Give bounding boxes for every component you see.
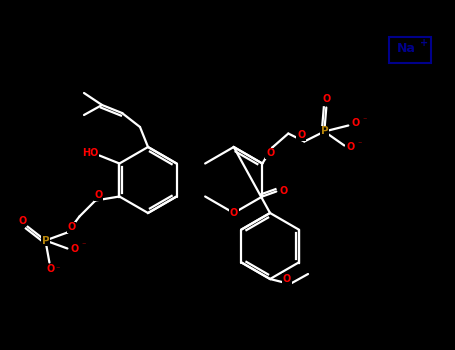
- Text: O: O: [279, 186, 288, 196]
- Text: O: O: [351, 119, 359, 128]
- Text: O: O: [230, 208, 238, 218]
- Text: P: P: [320, 126, 328, 136]
- Text: HO: HO: [82, 148, 99, 159]
- FancyBboxPatch shape: [389, 37, 431, 63]
- Text: O: O: [94, 190, 102, 201]
- Text: O: O: [46, 265, 55, 274]
- Text: O: O: [18, 216, 26, 225]
- Text: O: O: [67, 223, 76, 232]
- Text: ⁻: ⁻: [81, 240, 86, 249]
- Text: Na: Na: [397, 42, 415, 56]
- Text: O: O: [297, 131, 305, 140]
- Text: P: P: [41, 236, 49, 245]
- Text: O: O: [70, 244, 79, 253]
- Text: O: O: [346, 142, 354, 153]
- Text: O: O: [322, 94, 330, 105]
- Text: +: +: [420, 38, 428, 48]
- Text: ⁻: ⁻: [357, 139, 362, 148]
- Text: O: O: [266, 148, 274, 159]
- Text: O: O: [283, 274, 291, 284]
- Text: ⁻: ⁻: [56, 264, 60, 273]
- Text: ⁻: ⁻: [362, 115, 367, 124]
